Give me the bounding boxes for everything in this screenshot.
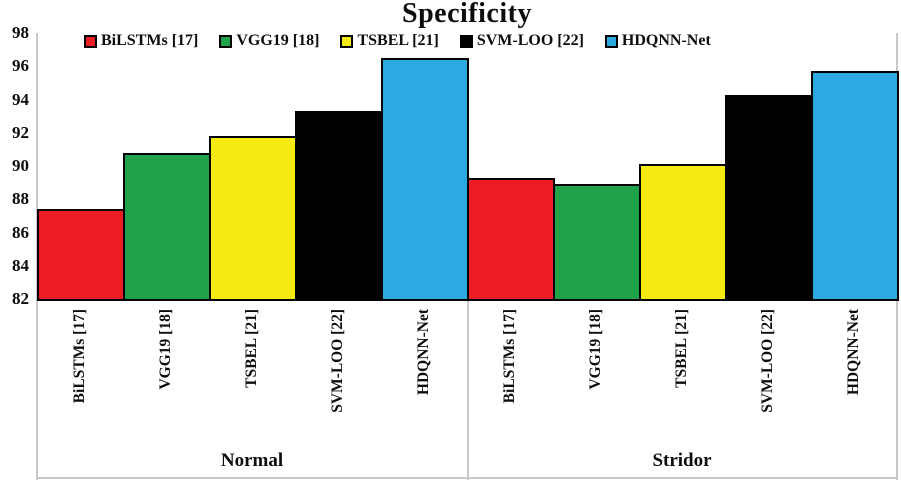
- chart-title: Specificity: [402, 0, 532, 29]
- legend-marker-tsbel-21: [340, 34, 354, 48]
- bar-stridor-svm-loo-22: [725, 94, 813, 301]
- bar-normal-tsbel-21: [209, 136, 297, 301]
- x-tick-label-normal-vgg19-18: VGG19 [18]: [157, 309, 174, 390]
- y-tick-label-86: 86: [12, 222, 29, 242]
- x-tick-label-normal-svm-loo-22: SVM-LOO [22]: [329, 309, 346, 413]
- y-tick-label-90: 90: [12, 156, 29, 175]
- bar-stridor-hdqnn-net: [811, 71, 899, 301]
- bar-normal-svm-loo-22: [295, 111, 383, 301]
- legend-marker-bilstms-17: [84, 34, 97, 48]
- legend-label-hdqnn-net: HDQNN-Net: [621, 32, 711, 49]
- y-tick-label-94: 94: [12, 89, 29, 109]
- group-label-stridor: Stridor: [652, 450, 712, 471]
- legend-item-vgg19-18: VGG19 [18]: [219, 33, 319, 49]
- bar-stridor-tsbel-21: [639, 164, 727, 301]
- x-tick-label-stridor-svm-loo-22: SVM-LOO [22]: [759, 309, 776, 413]
- y-tick-label-82: 82: [12, 289, 29, 308]
- legend-item-tsbel-21: TSBEL [21]: [340, 32, 439, 49]
- y-tick-label-98: 98: [12, 23, 29, 42]
- x-tick-label-normal-bilstms-17: BiLSTMs [17]: [71, 309, 88, 404]
- bar-normal-bilstms-17: [37, 209, 125, 301]
- legend-marker-vgg19-18: [219, 34, 233, 48]
- bar-normal-vgg19-18: [123, 152, 211, 301]
- x-tick-label-normal-hdqnn-net: HDQNN-Net: [415, 309, 432, 396]
- x-tick-label-normal-tsbel-21: TSBEL [21]: [243, 309, 260, 388]
- y-tick-label-96: 96: [12, 56, 29, 76]
- axis-line-1: [467, 299, 469, 480]
- x-tick-label-stridor-hdqnn-net: HDQNN-Net: [845, 309, 862, 396]
- group-label-normal: Normal: [220, 450, 284, 471]
- bar-stridor-vgg19-18: [553, 184, 641, 301]
- chart-legend: BiLSTMs [17] VGG19 [18] TSBEL [21] SVM-LOO …: [84, 31, 711, 51]
- legend-label-bilstms-17: BiLSTMs [17]: [101, 32, 199, 49]
- x-tick-label-stridor-vgg19-18: VGG19 [18]: [587, 309, 604, 390]
- legend-item-hdqnn-net: HDQNN-Net: [604, 32, 711, 49]
- legend-marker-svm-loo-22: [459, 34, 473, 48]
- bar-normal-hdqnn-net: [381, 57, 469, 301]
- y-tick-label-88: 88: [12, 189, 29, 209]
- legend-marker-hdqnn-net: [604, 34, 618, 48]
- y-tick-label-92: 92: [12, 122, 29, 142]
- legend-item-svm-loo-22: SVM-LOO [22]: [459, 32, 584, 49]
- axis-line-3: [37, 477, 897, 479]
- legend-label-tsbel-21: TSBEL [21]: [357, 32, 439, 49]
- axis-line-0: [36, 33, 38, 480]
- y-tick-label-84: 84: [12, 255, 29, 275]
- legend-label-vgg19-18: VGG19 [18]: [236, 32, 320, 49]
- x-tick-label-stridor-tsbel-21: TSBEL [21]: [673, 309, 690, 388]
- bar-stridor-bilstms-17: [467, 177, 555, 301]
- legend-label-svm-loo-22: SVM-LOO [22]: [476, 32, 584, 49]
- x-tick-label-stridor-bilstms-17: BiLSTMs [17]: [501, 309, 518, 404]
- legend-item-bilstms-17: BiLSTMs [17]: [84, 33, 198, 49]
